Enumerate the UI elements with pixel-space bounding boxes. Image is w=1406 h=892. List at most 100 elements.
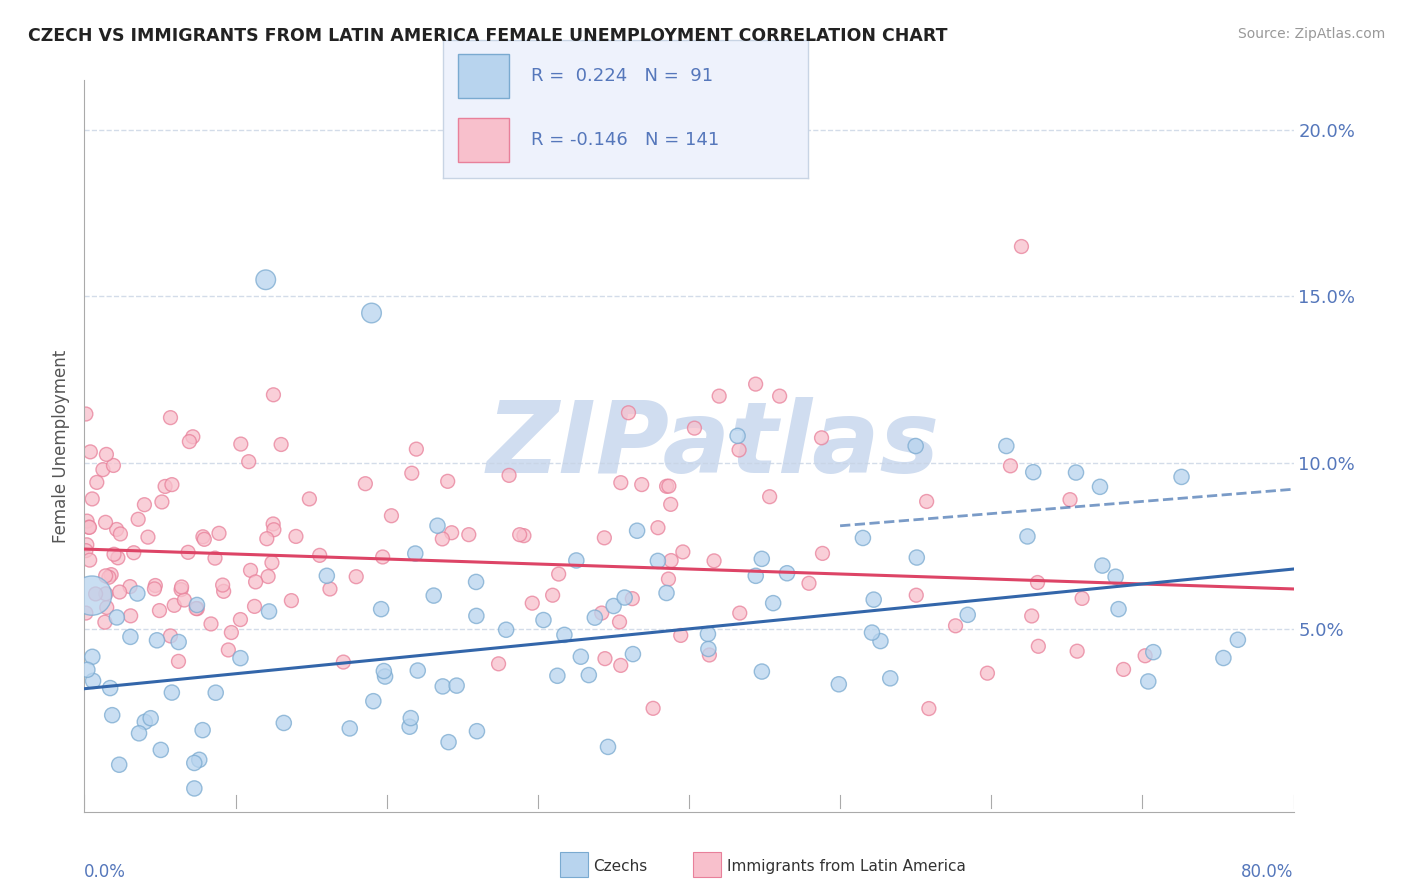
Point — [626, 524, 648, 538]
Point — [238, 455, 260, 469]
Point — [319, 582, 342, 596]
Point — [150, 495, 173, 509]
Point — [495, 623, 517, 637]
Point — [179, 434, 201, 449]
Text: ZIPatlas: ZIPatlas — [486, 398, 939, 494]
Point — [905, 588, 928, 602]
Point — [596, 739, 619, 754]
Point — [647, 521, 669, 535]
Text: 80.0%: 80.0% — [1241, 863, 1294, 881]
Point — [160, 477, 183, 491]
Point — [541, 588, 564, 602]
Point — [1021, 609, 1043, 624]
Point — [149, 743, 172, 757]
Point — [643, 701, 665, 715]
Point — [143, 582, 166, 596]
Point — [446, 679, 468, 693]
Point — [75, 407, 97, 421]
Point — [243, 599, 266, 614]
Point — [110, 527, 132, 541]
Point — [186, 601, 208, 615]
Point — [811, 546, 834, 560]
Point — [744, 377, 766, 392]
Point — [745, 569, 768, 583]
Point — [728, 606, 751, 620]
Point — [904, 439, 927, 453]
Point — [298, 491, 321, 506]
Point — [699, 648, 721, 662]
Point — [727, 429, 749, 443]
Point — [1104, 570, 1126, 584]
Point — [488, 657, 510, 671]
Point — [374, 669, 396, 683]
Point — [1088, 480, 1111, 494]
Point — [308, 549, 330, 563]
Point — [183, 756, 205, 770]
Point — [76, 514, 98, 528]
Point — [270, 437, 292, 451]
Point — [128, 726, 150, 740]
Point — [498, 468, 520, 483]
Point — [659, 497, 682, 511]
Point — [869, 634, 891, 648]
Point — [593, 531, 616, 545]
Point — [1170, 470, 1192, 484]
Point — [565, 553, 588, 567]
Point — [315, 569, 337, 583]
Point — [613, 591, 636, 605]
Point — [426, 518, 449, 533]
Point — [108, 757, 131, 772]
Point — [399, 711, 422, 725]
Point — [344, 570, 367, 584]
Point — [432, 680, 454, 694]
Point — [120, 608, 142, 623]
Point — [86, 475, 108, 490]
Point — [621, 647, 644, 661]
Text: Source: ZipAtlas.com: Source: ZipAtlas.com — [1237, 27, 1385, 41]
Text: R =  0.224   N =  91: R = 0.224 N = 91 — [530, 67, 713, 85]
Point — [437, 735, 460, 749]
Point — [208, 526, 231, 541]
Point — [751, 552, 773, 566]
Point — [143, 578, 166, 592]
Point — [578, 668, 600, 682]
Text: CZECH VS IMMIGRANTS FROM LATIN AMERICA FEMALE UNEMPLOYMENT CORRELATION CHART: CZECH VS IMMIGRANTS FROM LATIN AMERICA F… — [28, 27, 948, 45]
Point — [404, 547, 426, 561]
Point — [200, 616, 222, 631]
Point — [672, 545, 695, 559]
Text: 0.0%: 0.0% — [84, 863, 127, 881]
Point — [683, 421, 706, 435]
Point — [436, 475, 458, 489]
Point — [915, 494, 938, 508]
Point — [976, 666, 998, 681]
Point — [94, 615, 117, 630]
Bar — [457, 54, 509, 98]
Point — [697, 627, 720, 641]
Point — [879, 671, 901, 685]
Text: Immigrants from Latin America: Immigrants from Latin America — [727, 859, 966, 873]
Point — [120, 630, 142, 644]
Point — [257, 604, 280, 618]
Point — [103, 458, 125, 473]
Point — [221, 625, 243, 640]
Point — [257, 569, 280, 583]
Point — [373, 664, 395, 678]
Point — [762, 596, 785, 610]
Point — [254, 273, 277, 287]
Point — [621, 591, 644, 606]
Point — [159, 410, 181, 425]
Point — [173, 593, 195, 607]
Point — [617, 406, 640, 420]
Text: R = -0.146   N = 141: R = -0.146 N = 141 — [530, 131, 718, 149]
Point — [533, 613, 555, 627]
Point — [1011, 239, 1033, 253]
Point — [118, 580, 141, 594]
Point — [1026, 575, 1049, 590]
Point — [76, 663, 98, 677]
Point — [1226, 632, 1249, 647]
Point — [188, 753, 211, 767]
Point — [1142, 645, 1164, 659]
Point — [1137, 674, 1160, 689]
Point — [75, 606, 97, 620]
Point — [204, 686, 226, 700]
